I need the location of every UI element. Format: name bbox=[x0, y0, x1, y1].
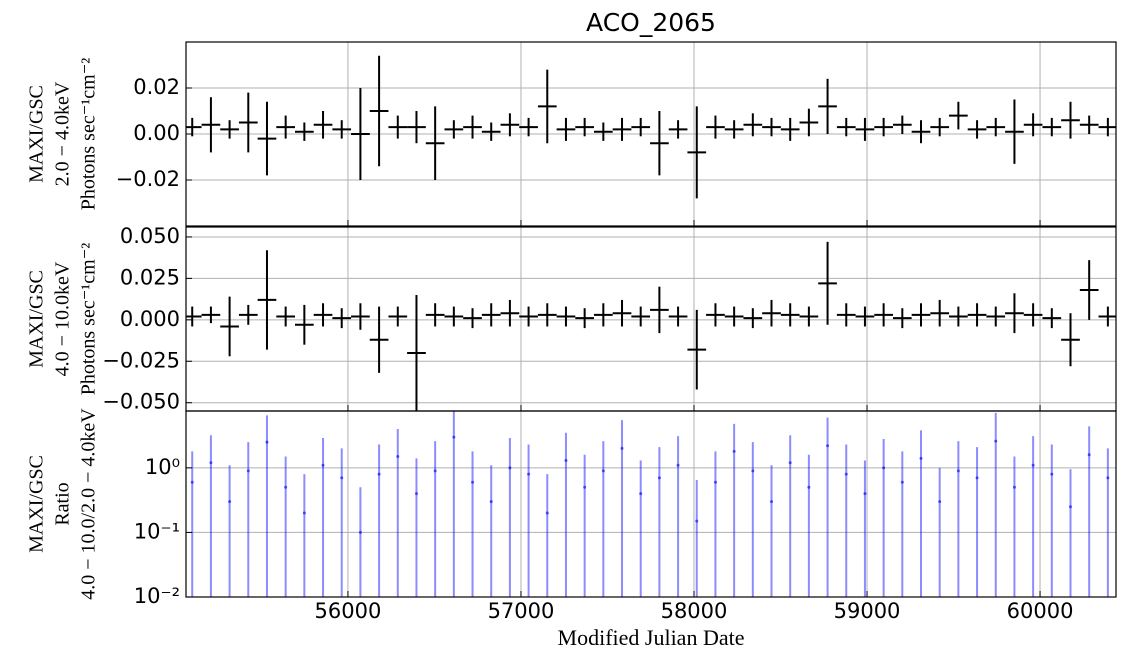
point bbox=[882, 466, 886, 470]
chart-title: ACO_2065 bbox=[586, 8, 716, 37]
y-axis-label: MAXI/GSC bbox=[26, 455, 48, 553]
point bbox=[1031, 463, 1035, 467]
point bbox=[844, 472, 848, 476]
point bbox=[695, 519, 699, 523]
point bbox=[826, 444, 830, 448]
point bbox=[639, 492, 643, 496]
point bbox=[975, 476, 979, 480]
point bbox=[583, 485, 587, 489]
point bbox=[377, 472, 381, 476]
point bbox=[545, 511, 549, 515]
x-tick-label: 57000 bbox=[488, 599, 555, 623]
y-axis-label: MAXI/GSC bbox=[26, 85, 48, 183]
y-tick-label: 10⁻² bbox=[134, 584, 180, 608]
point bbox=[1050, 472, 1054, 476]
point bbox=[302, 511, 306, 515]
point bbox=[938, 500, 942, 504]
x-axis-label: Modified Julian Date bbox=[558, 625, 745, 650]
point bbox=[508, 466, 512, 470]
y-tick-label: 10⁻¹ bbox=[134, 519, 180, 543]
point bbox=[358, 530, 362, 534]
point bbox=[452, 435, 456, 439]
point bbox=[209, 461, 213, 465]
point bbox=[900, 480, 904, 484]
point bbox=[1106, 476, 1110, 480]
y-axis-label: 2.0 − 4.0keV bbox=[52, 81, 74, 186]
x-tick-label: 58000 bbox=[661, 599, 728, 623]
series bbox=[186, 241, 1116, 411]
series bbox=[190, 411, 1110, 597]
point bbox=[657, 476, 661, 480]
point bbox=[1012, 485, 1016, 489]
point bbox=[751, 469, 755, 473]
y-axis-label: 4.0 − 10.0keV bbox=[52, 261, 74, 376]
point bbox=[265, 440, 269, 444]
y-tick-label: −0.025 bbox=[102, 348, 180, 372]
y-axis-label: 4.0 − 10.0/2.0 − 4.0keV bbox=[78, 408, 100, 600]
point bbox=[994, 439, 998, 443]
y-axis-label: Photons sec⁻¹cm⁻² bbox=[78, 243, 100, 396]
x-tick-label: 59000 bbox=[834, 599, 901, 623]
y-tick-label: 0.000 bbox=[120, 307, 180, 331]
point bbox=[601, 469, 605, 473]
x-tick-label: 56000 bbox=[315, 599, 382, 623]
y-tick-label: −0.02 bbox=[116, 167, 180, 191]
point bbox=[732, 449, 736, 453]
point bbox=[1068, 505, 1072, 509]
point bbox=[863, 492, 867, 496]
point bbox=[676, 463, 680, 467]
point bbox=[228, 500, 232, 504]
y-tick-label: 10⁰ bbox=[145, 455, 180, 479]
point bbox=[564, 459, 568, 463]
point bbox=[919, 456, 923, 460]
point bbox=[190, 480, 194, 484]
y-tick-label: −0.050 bbox=[102, 390, 180, 414]
y-axis-label: Photons sec⁻¹cm⁻² bbox=[78, 58, 100, 211]
y-tick-label: 0.00 bbox=[133, 121, 180, 145]
y-tick-label: 0.02 bbox=[133, 75, 180, 99]
x-tick-label: 60000 bbox=[1007, 599, 1074, 623]
y-tick-label: 0.025 bbox=[120, 265, 180, 289]
point bbox=[321, 463, 325, 467]
point bbox=[527, 472, 531, 476]
point bbox=[414, 492, 418, 496]
y-axis-label: Ratio bbox=[52, 482, 74, 525]
point bbox=[246, 469, 250, 473]
axes-frame bbox=[185, 410, 1117, 598]
point bbox=[956, 469, 960, 473]
point bbox=[713, 480, 717, 484]
point bbox=[620, 446, 624, 450]
point bbox=[340, 476, 344, 480]
point bbox=[396, 455, 400, 459]
axes-frame bbox=[185, 41, 1117, 227]
point bbox=[489, 500, 493, 504]
point bbox=[1087, 453, 1091, 457]
point bbox=[770, 500, 774, 504]
series bbox=[186, 55, 1116, 199]
point bbox=[471, 480, 475, 484]
point bbox=[788, 461, 792, 465]
point bbox=[433, 469, 437, 473]
point bbox=[807, 485, 811, 489]
y-tick-label: 0.050 bbox=[120, 224, 180, 248]
point bbox=[284, 485, 288, 489]
y-axis-label: MAXI/GSC bbox=[26, 270, 48, 368]
